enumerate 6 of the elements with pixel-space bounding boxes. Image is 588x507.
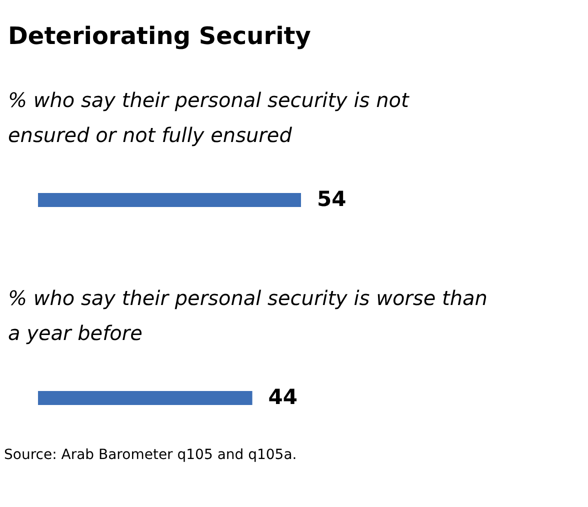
chart-title: Deteriorating Security — [8, 22, 311, 50]
y-tick-label: % who say their personal security is not ensured or not fully ensured — [8, 88, 410, 147]
source-note: Source: Arab Barometer q105 and q105a. — [4, 447, 297, 463]
data-label: 44 — [268, 385, 298, 409]
data-label: 54 — [317, 187, 346, 211]
y-tick-label: % who say their personal security is worse than a year before — [8, 286, 488, 345]
